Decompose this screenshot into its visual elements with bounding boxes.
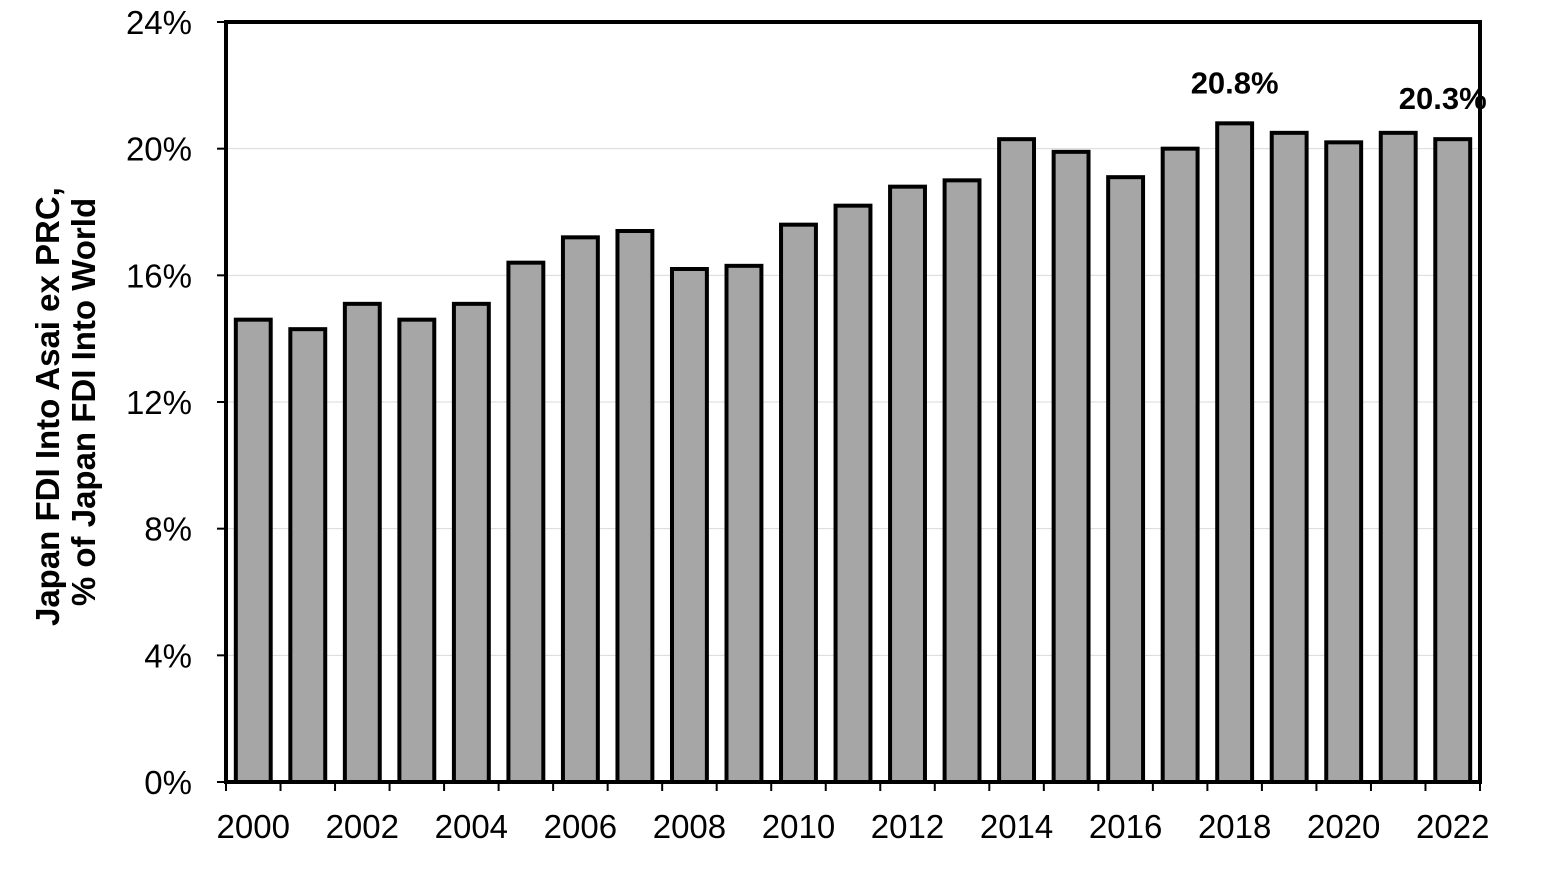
y-tick-label: 16%	[126, 257, 192, 294]
x-tick-label: 2000	[217, 808, 290, 845]
x-tick-label: 2014	[980, 808, 1053, 845]
y-axis-title: Japan FDI Into Asai ex PRC, % of Japan F…	[29, 178, 102, 626]
bar-2015	[1051, 149, 1091, 785]
bar-2009	[724, 263, 764, 785]
x-tick-label: 2006	[544, 808, 617, 845]
bar-2014	[997, 137, 1037, 784]
bar-2008	[669, 267, 709, 784]
data-label-2022: 20.3%	[1399, 81, 1487, 116]
x-tick-label: 2022	[1416, 808, 1489, 845]
bar-2017	[1160, 146, 1200, 784]
bar-2001	[288, 327, 328, 784]
labels: 0% 4% 8% 12% 16% 20% 24% 2000 2002 2004 2006 2008 20…	[126, 4, 1490, 845]
x-tick-label: 2016	[1089, 808, 1162, 845]
bar-2004	[451, 301, 491, 784]
bar-2021	[1378, 130, 1418, 785]
bar-2016	[1106, 175, 1146, 784]
y-tick-label: 20%	[126, 131, 192, 168]
bar-2018	[1215, 121, 1255, 785]
bar-2007	[615, 229, 655, 784]
bar-2019	[1269, 130, 1309, 785]
y-tick-label: 24%	[126, 4, 192, 41]
bar-2005	[506, 260, 546, 784]
x-tick-label: 2002	[326, 808, 399, 845]
y-tick-label: 0%	[144, 764, 192, 801]
y-axis-title-line-1: Japan FDI Into Asai ex PRC,	[29, 187, 66, 626]
bar-2010	[779, 222, 818, 784]
x-tick-label: 2004	[435, 808, 508, 845]
bar-2003	[397, 317, 437, 784]
x-tick-label: 2018	[1198, 808, 1271, 845]
data-label-2018: 20.8%	[1191, 65, 1279, 100]
bar-2022	[1433, 137, 1473, 784]
bars	[233, 121, 1473, 785]
bar-2020	[1324, 140, 1364, 785]
x-tick-label: 2008	[653, 808, 726, 845]
bar-2006	[560, 235, 600, 785]
y-tick-label: 4%	[144, 637, 192, 674]
x-tick-label: 2010	[762, 808, 835, 845]
bar-2012	[888, 184, 927, 784]
bar-2000	[233, 317, 273, 784]
axes	[217, 21, 1481, 791]
y-tick-label: 12%	[126, 384, 192, 421]
y-tick-label: 8%	[144, 511, 192, 548]
y-axis-title-line-2: % of Japan FDI Into World	[65, 198, 102, 606]
bar-2011	[833, 203, 873, 784]
x-tick-label: 2020	[1307, 808, 1380, 845]
x-tick-label: 2012	[871, 808, 944, 845]
bar-2013	[942, 178, 982, 785]
bar-2002	[342, 301, 382, 784]
